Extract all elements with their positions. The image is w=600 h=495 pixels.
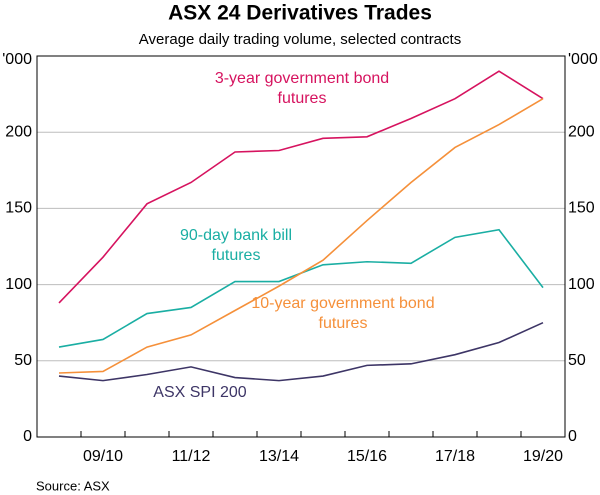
- y-tick-label: 200: [5, 123, 32, 140]
- series-label: 10-year government bond futures: [251, 295, 435, 332]
- y-unit-right: '000: [568, 51, 598, 68]
- series-line: [58, 97, 544, 374]
- series-line: [58, 321, 544, 382]
- chart-title: ASX 24 Derivatives Trades: [168, 2, 432, 25]
- y-tick-label: 150: [5, 200, 32, 217]
- y2-tick-label: 200: [568, 123, 595, 140]
- y2-tick-label: 150: [568, 200, 595, 217]
- series-label: 3-year government bond futures: [214, 70, 390, 107]
- x-tick-label: 09/10: [83, 448, 123, 465]
- x-tick-label: 15/16: [347, 448, 387, 465]
- y2-tick-label: 50: [568, 352, 586, 369]
- series-label: 90-day bank bill futures: [179, 227, 293, 264]
- chart-subtitle: Average daily trading volume, selected c…: [139, 31, 461, 48]
- y-tick-label: 0: [23, 428, 32, 445]
- source-note: Source: ASX: [36, 478, 110, 493]
- series-line: [58, 70, 544, 304]
- x-tick-label: 17/18: [435, 448, 475, 465]
- x-tick-label: 11/12: [172, 448, 211, 465]
- x-tick-label: 13/14: [259, 448, 299, 465]
- x-tick-label: 19/20: [523, 448, 563, 465]
- y2-tick-label: 100: [568, 276, 595, 293]
- y-tick-label: 50: [14, 352, 32, 369]
- y-unit-left: '000: [2, 51, 32, 68]
- series-label: ASX SPI 200: [153, 384, 247, 401]
- y-tick-label: 100: [5, 276, 32, 293]
- y2-tick-label: 0: [568, 428, 577, 445]
